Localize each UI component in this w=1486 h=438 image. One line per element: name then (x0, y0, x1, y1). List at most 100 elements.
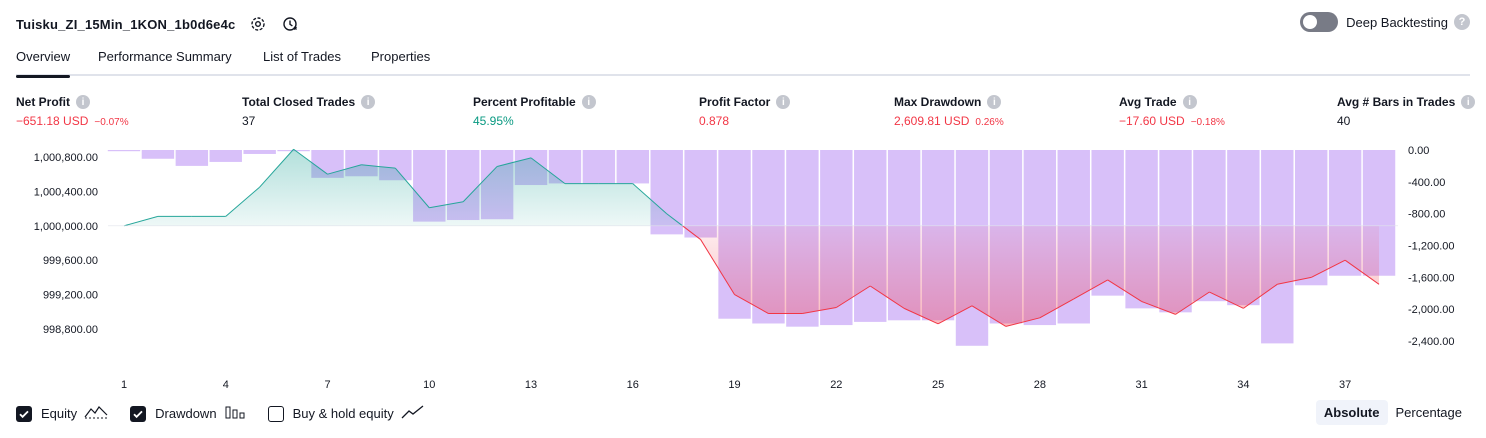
info-icon[interactable]: i (76, 95, 90, 109)
equity-segment (496, 157, 532, 167)
stat-max-drawdown: Max Drawdown i 2,609.81 USD 0.26% (894, 94, 1004, 128)
stat-value: 45.95% (473, 114, 514, 128)
right-axis-tick: -2,400.00 (1408, 336, 1454, 348)
x-axis-tick: 25 (932, 379, 944, 391)
equity-checkbox[interactable] (16, 405, 32, 422)
x-axis-tick: 7 (324, 379, 330, 391)
right-axis-tick: -1,200.00 (1408, 241, 1454, 253)
info-icon[interactable]: i (361, 95, 376, 109)
stat-net-profit: Net Profit i −651.18 USD −0.07% (16, 94, 129, 128)
x-axis-tick: 19 (728, 379, 740, 391)
help-icon[interactable]: ? (1454, 14, 1470, 30)
buy-hold-checkbox[interactable] (267, 405, 284, 422)
equity-segment (394, 167, 430, 209)
buy-hold-line-icon (401, 404, 425, 423)
stat-label: Total Closed Trades (242, 95, 356, 109)
x-axis-tick: 16 (627, 379, 639, 391)
drawdown-bar (582, 150, 616, 184)
x-axis-tick: 31 (1135, 379, 1147, 391)
equity-line (108, 148, 1398, 327)
settings-gear-icon[interactable] (249, 15, 267, 33)
value-mode-switch: Absolute Percentage (1315, 400, 1470, 425)
equity-segment (1005, 317, 1040, 327)
source-code-icon[interactable] (281, 15, 299, 33)
stat-value: 0.878 (699, 114, 730, 128)
equity-segment (632, 183, 668, 215)
x-axis-tick: 34 (1237, 379, 1249, 391)
equity-segment (903, 307, 939, 325)
stat-value: 40 (1337, 114, 1351, 128)
legend-buy-hold[interactable]: Buy & hold equity (267, 404, 425, 423)
left-axis-tick: 999,600.00 (43, 255, 98, 267)
drawdown-bar (175, 150, 209, 166)
x-axis-tick: 37 (1339, 379, 1351, 391)
info-icon[interactable]: i (1461, 95, 1476, 109)
tab-overview[interactable]: Overview (16, 49, 71, 78)
tab-bar: Overview Performance Summary List of Tra… (16, 44, 1470, 78)
stat-avg-trade: Avg Trade i −17.60 USD −0.18% (1119, 94, 1225, 128)
stat-label: Max Drawdown (894, 95, 982, 109)
tab-list-of-trades[interactable]: List of Trades (263, 49, 342, 64)
legend-drawdown-label: Drawdown (155, 406, 217, 421)
equity-segment (734, 294, 769, 314)
legend-drawdown[interactable]: Drawdown (130, 404, 245, 423)
drawdown-bars-icon (224, 404, 246, 423)
left-axis-tick: 998,800.00 (43, 324, 98, 336)
equity-segment (1175, 291, 1210, 315)
drawdown-bar (243, 150, 276, 154)
left-axis-tick: 1,000,400.00 (34, 186, 98, 198)
equity-segment (1277, 276, 1312, 285)
info-icon[interactable]: i (987, 95, 1002, 109)
stat-label: Avg Trade (1119, 95, 1177, 109)
equity-area (124, 149, 1380, 327)
legend-buy-hold-label: Buy & hold equity (292, 406, 394, 421)
info-icon[interactable]: i (1182, 95, 1197, 109)
x-axis: 1 4 7 10 13 16 19 22 25 28 31 34 37 (121, 379, 1351, 391)
stat-value: 2,609.81 USD (894, 114, 970, 128)
stat-total-closed-trades: Total Closed Trades i 37 (242, 94, 376, 128)
equity-segment (1209, 291, 1244, 309)
drawdown-bar (616, 150, 650, 184)
equity-segment (361, 164, 396, 169)
tab-properties[interactable]: Properties (371, 49, 431, 64)
drawdown-bar (684, 150, 717, 238)
equity-segment (1107, 279, 1142, 302)
tab-performance-summary[interactable]: Performance Summary (98, 49, 232, 64)
deep-backtesting-toggle[interactable] (1300, 12, 1339, 32)
absolute-button[interactable]: Absolute (1315, 400, 1388, 425)
x-axis-tick: 4 (223, 379, 229, 391)
x-axis-tick: 1 (121, 379, 127, 391)
drawdown-checkbox[interactable] (130, 405, 147, 422)
drawdown-bar (107, 150, 141, 152)
stat-label: Percent Profitable (473, 95, 576, 109)
strategy-header: Tuisku_ZI_15Min_1KON_1b0d6e4c (16, 12, 299, 36)
left-axis: 1,000,800.00 1,000,400.00 1,000,000.00 999,… (34, 152, 98, 336)
equity-segment (1039, 298, 1075, 319)
stat-percent-profitable: Percent Profitable i 45.95% (473, 94, 596, 128)
stat-percent: −0.18% (1190, 117, 1225, 128)
stat-value: −17.60 USD (1119, 114, 1185, 128)
drawdown-bar (141, 150, 175, 159)
right-axis-tick: -800.00 (1408, 209, 1445, 221)
stat-profit-factor: Profit Factor i 0.878 (699, 94, 791, 128)
equity-segment (1344, 259, 1380, 285)
right-axis-tick: -1,600.00 (1408, 272, 1454, 284)
equity-segment (682, 225, 701, 240)
stat-percent: 0.26% (975, 117, 1004, 128)
percentage-button[interactable]: Percentage (1395, 405, 1463, 420)
right-axis-tick: -400.00 (1408, 177, 1445, 189)
info-icon[interactable]: i (581, 95, 596, 109)
stat-value: 37 (242, 114, 256, 128)
equity-segment (1243, 283, 1278, 309)
legend-equity[interactable]: Equity (16, 404, 108, 423)
left-axis-tick: 1,000,800.00 (34, 152, 98, 164)
equity-segment (836, 285, 871, 308)
equity-segment (429, 201, 464, 209)
right-axis-tick: 0.00 (1408, 145, 1429, 157)
stat-avg-bars-in-trades: Avg # Bars in Trades i 40 (1337, 94, 1476, 128)
equity-segment (1141, 301, 1176, 315)
info-icon[interactable]: i (776, 95, 791, 109)
equity-loss-area (682, 225, 1380, 327)
deep-backtesting: Deep Backtesting ? (1300, 12, 1470, 32)
